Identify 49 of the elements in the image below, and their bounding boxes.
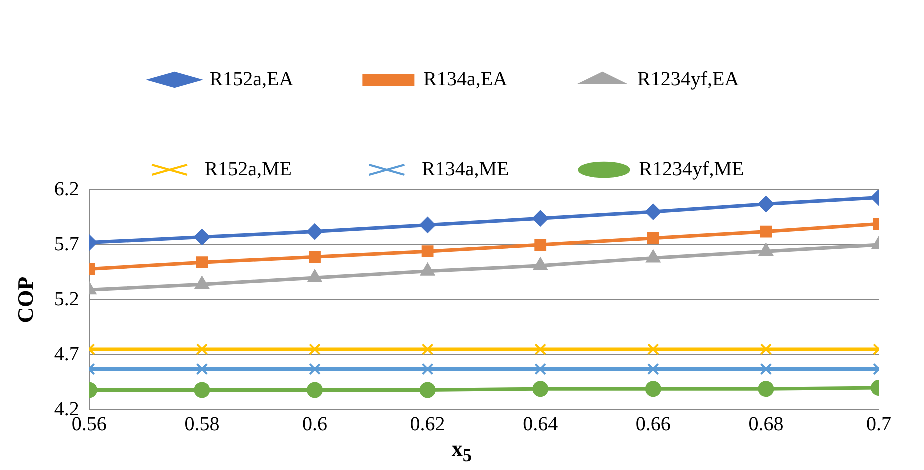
point: [196, 363, 208, 376]
point: [758, 196, 774, 212]
x-tick-label: 0.58: [184, 413, 220, 436]
point: [532, 381, 549, 398]
point: [196, 344, 208, 356]
x-tick-label: 0.68: [748, 413, 784, 436]
point: [307, 382, 323, 398]
point: [420, 382, 436, 398]
point: [534, 363, 547, 376]
point: [760, 226, 772, 238]
legend-label: R134a,ME: [422, 158, 510, 180]
point: [645, 381, 662, 398]
legend-label: R152a,ME: [204, 158, 292, 180]
y-tick-label: 4.7: [54, 343, 80, 366]
point: [758, 381, 774, 398]
x-axis-title: x$_{5}$: [450, 436, 474, 466]
legend-label: R152a,EA: [210, 68, 294, 90]
y-tick-label: 5.2: [54, 288, 80, 310]
point: [196, 256, 208, 269]
point: [422, 344, 434, 356]
point: [309, 344, 321, 356]
x-tick-label: 0.62: [410, 413, 446, 436]
point: [422, 246, 434, 258]
point: [309, 251, 321, 264]
point: [309, 363, 321, 376]
y-axis-title: COP: [12, 276, 38, 324]
point: [645, 204, 662, 220]
x-tick-label: 0.66: [636, 413, 671, 436]
point: [534, 344, 547, 356]
x-tick-label: 0.64: [523, 413, 558, 436]
x-tick-label: 0.6: [302, 413, 328, 436]
point: [647, 232, 660, 244]
point: [647, 344, 660, 356]
legend-label: R1234yf,EA: [638, 68, 740, 90]
point: [420, 217, 436, 234]
y-tick-label: 6.2: [54, 178, 80, 200]
point: [760, 363, 772, 376]
legend-label: R1234yf,ME: [639, 158, 744, 180]
point: [422, 363, 434, 376]
point: [194, 382, 210, 398]
point: [760, 344, 772, 356]
legend-label: R134a,EA: [424, 68, 508, 90]
point: [647, 363, 660, 376]
point: [307, 224, 323, 240]
point: [532, 210, 549, 227]
x-tick-label: 0.7: [866, 413, 892, 436]
y-tick-label: 5.7: [54, 233, 80, 256]
point: [534, 239, 547, 251]
point: [194, 229, 210, 246]
